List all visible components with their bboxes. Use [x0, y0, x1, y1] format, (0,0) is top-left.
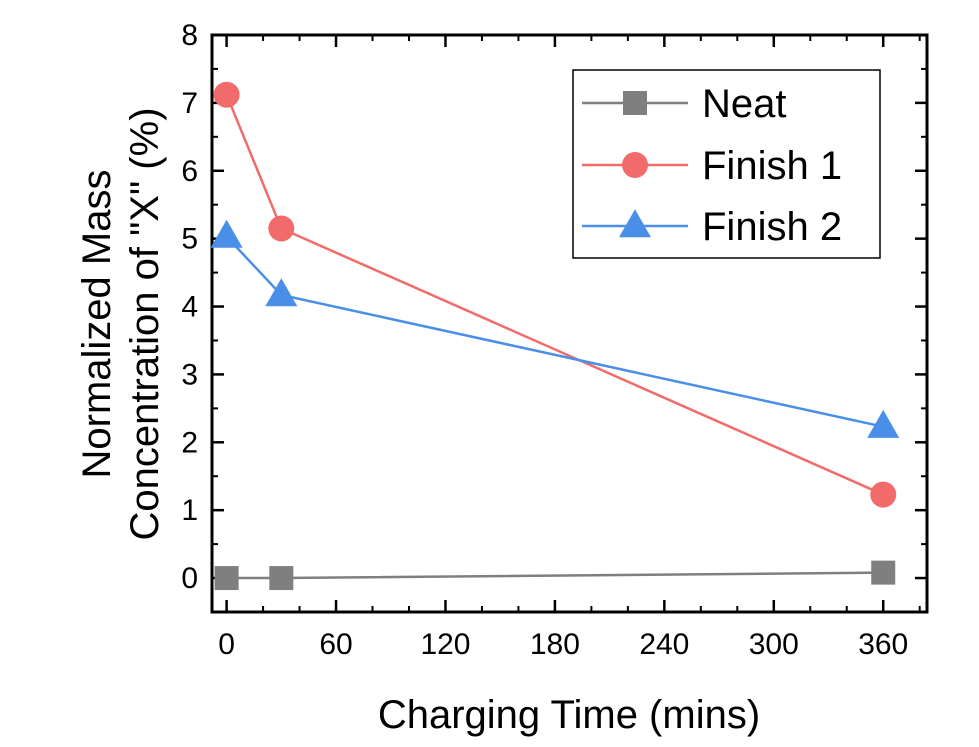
y-tick-label: 8	[181, 19, 198, 52]
legend-marker	[619, 209, 651, 238]
legend-entry: Finish 2	[582, 205, 842, 249]
y-axis-title: Normalized Mass Concentration of "X" (%)	[75, 107, 167, 540]
series-line	[225, 235, 884, 428]
legend-entry: Neat	[582, 82, 787, 126]
x-axis-ticks: 0 60 120 180 240 300 360	[218, 35, 921, 661]
data-point	[268, 215, 295, 242]
legend-marker	[623, 91, 647, 115]
x-tick-label: 240	[639, 628, 689, 661]
legend: Neat Finish 1 Finish 2	[572, 69, 881, 259]
y-axis-title-line-2: Concentration of "X" (%)	[123, 107, 167, 540]
legend-entry: Finish 1	[582, 144, 842, 188]
data-point	[210, 219, 243, 248]
y-tick-label: 5	[181, 223, 198, 256]
y-tick-label: 7	[181, 87, 198, 120]
data-point	[214, 566, 239, 591]
x-tick-label: 120	[420, 628, 470, 661]
x-tick-label: 180	[530, 628, 580, 661]
series-finish-1	[213, 81, 897, 508]
legend-label: Finish 1	[702, 144, 842, 188]
y-tick-label: 2	[181, 426, 198, 459]
data-point	[867, 409, 900, 438]
x-tick-label: 300	[749, 628, 799, 661]
data-point	[871, 560, 896, 585]
y-axis-title-line-1: Normalized Mass	[75, 170, 119, 479]
series-finish-2	[210, 219, 900, 438]
y-tick-label: 0	[181, 562, 198, 595]
data-point	[213, 81, 240, 108]
data-point	[269, 566, 294, 591]
y-axis-ticks: 0 1 2 3 4 5 6 7 8	[181, 19, 927, 595]
legend-label: Finish 2	[702, 205, 842, 249]
data-point	[265, 278, 298, 307]
series-neat	[214, 560, 896, 591]
y-tick-label: 1	[181, 494, 198, 527]
x-tick-label: 360	[858, 628, 908, 661]
plot-frame	[210, 33, 929, 614]
series-layer	[210, 81, 900, 591]
legend-entries: Neat Finish 1 Finish 2	[582, 82, 842, 249]
legend-label: Neat	[702, 82, 787, 126]
series-line	[226, 571, 884, 580]
y-tick-label: 4	[181, 291, 198, 324]
x-tick-label: 0	[218, 628, 235, 661]
data-point	[870, 481, 897, 508]
x-tick-label: 60	[319, 628, 352, 661]
y-tick-label: 3	[181, 358, 198, 391]
x-axis-title: Charging Time (mins)	[378, 693, 760, 737]
y-tick-label: 6	[181, 155, 198, 188]
legend-marker	[622, 152, 648, 178]
